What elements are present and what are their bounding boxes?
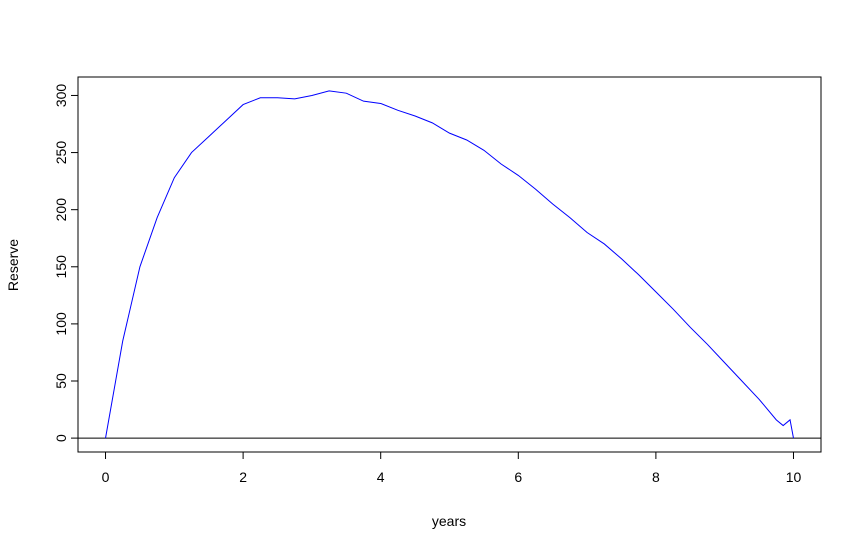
y-tick-label: 100 — [53, 312, 69, 336]
y-tick-label: 300 — [53, 84, 69, 108]
x-tick-label: 2 — [239, 469, 247, 485]
y-tick-label: 0 — [53, 434, 69, 442]
y-tick-label: 200 — [53, 198, 69, 222]
x-tick-label: 6 — [514, 469, 522, 485]
y-axis-label: Reserve — [5, 239, 21, 291]
x-axis-label: years — [432, 513, 466, 529]
x-tick-label: 10 — [786, 469, 802, 485]
data-line — [105, 90, 794, 439]
y-tick-label: 250 — [53, 141, 69, 165]
x-tick-label: 0 — [102, 469, 110, 485]
y-tick-label: 50 — [53, 373, 69, 389]
y-tick-label: 150 — [53, 255, 69, 279]
x-tick-label: 4 — [377, 469, 385, 485]
x-tick-label: 8 — [652, 469, 660, 485]
